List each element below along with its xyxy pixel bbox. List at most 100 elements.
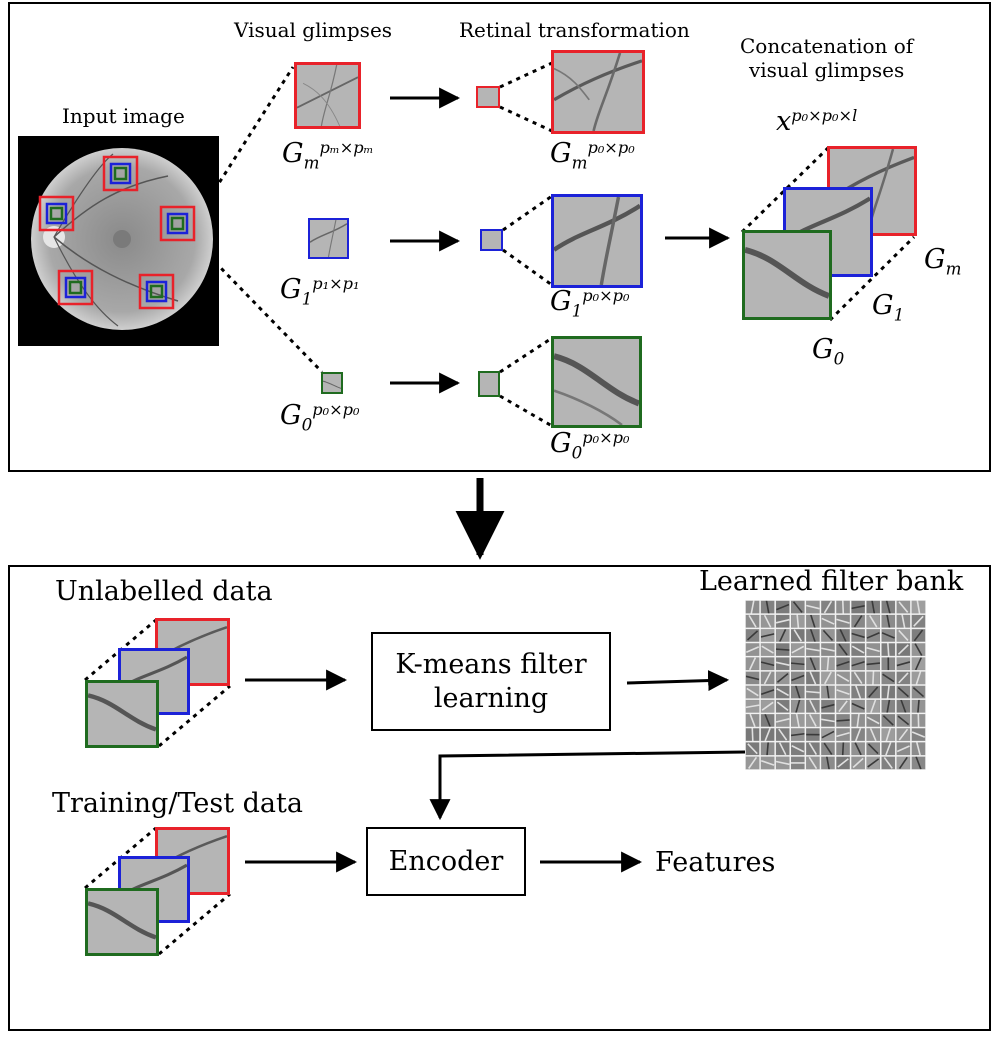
filter-stroke	[841, 600, 845, 614]
filter-stroke	[913, 615, 924, 627]
retinal-small-0	[478, 371, 500, 397]
filter-stroke	[837, 758, 849, 768]
filter-stroke	[855, 685, 862, 699]
filter-stroke	[882, 673, 895, 683]
filter-stroke	[763, 614, 772, 628]
filter-stroke	[825, 756, 830, 770]
filter-stroke	[775, 718, 790, 723]
retinal-m-label: Gmp₀×p₀	[550, 138, 635, 173]
filter-stroke	[796, 614, 800, 629]
learned-filter-bank	[744, 599, 927, 771]
filter-stroke	[871, 600, 876, 614]
dotted-line	[203, 66, 295, 206]
filter-stroke	[915, 741, 921, 756]
dotted-line	[502, 248, 553, 287]
filter-stroke	[826, 685, 830, 699]
filter-stroke	[853, 615, 863, 628]
filter-stroke	[764, 713, 771, 728]
filter-stroke	[790, 732, 805, 737]
filter-stroke	[765, 600, 770, 614]
filter-stroke	[747, 743, 758, 755]
filter-stroke	[868, 615, 878, 628]
filter-stroke	[913, 629, 924, 642]
bottom-panel	[8, 565, 991, 1031]
filter-stroke	[841, 741, 845, 756]
filter-stroke	[821, 617, 835, 625]
retinal-0-label: G0p₀×p₀	[550, 428, 630, 463]
filter-stroke	[821, 730, 835, 739]
input-image	[18, 136, 219, 346]
filter-stroke	[886, 614, 891, 629]
filter-stroke	[868, 686, 879, 698]
features-label: Features	[655, 847, 776, 878]
unlabelled-data-label: Unlabelled data	[55, 576, 273, 607]
filter-stroke	[823, 742, 833, 755]
filter-stroke	[809, 657, 817, 671]
dotted-line	[158, 684, 231, 748]
glimpse-m-label: Gmpₘ×pₘ	[282, 138, 374, 173]
dotted-line	[499, 336, 553, 374]
filter-stroke	[748, 657, 757, 671]
filter-stroke	[898, 601, 909, 613]
filter-stroke	[917, 699, 920, 714]
filter-stroke	[869, 728, 877, 742]
concat-label: Concatenation of visual glimpses	[740, 34, 914, 82]
filter-stroke	[751, 727, 754, 742]
filter-stroke	[776, 688, 790, 697]
filter-stroke	[790, 662, 805, 666]
filter-stroke	[883, 756, 893, 769]
filter-stroke	[856, 713, 860, 728]
filter-stroke	[746, 630, 759, 641]
retinal-large-m	[551, 50, 645, 134]
filter-stroke	[836, 731, 850, 738]
filter-stroke	[760, 759, 775, 766]
dotted-line	[740, 146, 830, 234]
filter-stroke	[760, 633, 775, 638]
filter-stroke	[851, 702, 865, 710]
filter-stroke	[808, 714, 817, 727]
dotted-line	[158, 892, 231, 956]
filter-stroke	[867, 758, 880, 768]
filter-stroke	[821, 647, 835, 652]
filter-stroke	[791, 645, 805, 654]
filter-stroke	[915, 756, 922, 770]
filter-stroke	[897, 644, 909, 655]
filter-stroke	[887, 642, 890, 657]
dotted-line	[828, 235, 916, 322]
filter-stroke	[776, 673, 789, 683]
retinal-transformation-label: Retinal transformation	[459, 18, 690, 42]
filter-stroke	[746, 687, 759, 697]
filter-stroke	[806, 690, 820, 694]
filter-stroke	[911, 731, 926, 738]
dotted-line	[502, 194, 553, 232]
filter-stroke	[808, 742, 818, 755]
filter-stroke	[851, 632, 865, 639]
filter-stroke	[795, 713, 800, 728]
filter-stroke	[915, 671, 922, 685]
filter-stroke	[793, 629, 803, 642]
concat-symbol: xp₀×p₀×l	[776, 106, 858, 137]
glimpse-0-label: G0p₀×p₀	[280, 400, 360, 435]
filter-stroke	[912, 686, 925, 698]
filter-stroke	[750, 600, 755, 614]
filter-stroke	[896, 745, 910, 753]
filter-stroke	[766, 741, 770, 756]
filter-stroke	[745, 675, 760, 681]
stack-label-gm: Gm	[924, 244, 962, 279]
filter-stroke	[778, 728, 788, 741]
filter-stroke	[761, 645, 774, 654]
filter-stroke	[853, 671, 863, 685]
filter-stroke	[764, 727, 771, 742]
kmeans-filter-learning-box: K-means filter learning	[371, 632, 611, 731]
filter-stroke	[821, 718, 835, 723]
filter-stroke	[885, 600, 891, 614]
filter-stroke	[809, 628, 816, 643]
filter-stroke	[776, 603, 790, 611]
filter-stroke	[854, 727, 862, 742]
filter-stroke	[748, 756, 758, 769]
filter-stroke	[866, 646, 880, 653]
filter-stroke	[897, 715, 910, 726]
dotted-line	[499, 394, 553, 428]
filter-stroke	[851, 645, 865, 654]
filter-stroke	[881, 632, 895, 639]
